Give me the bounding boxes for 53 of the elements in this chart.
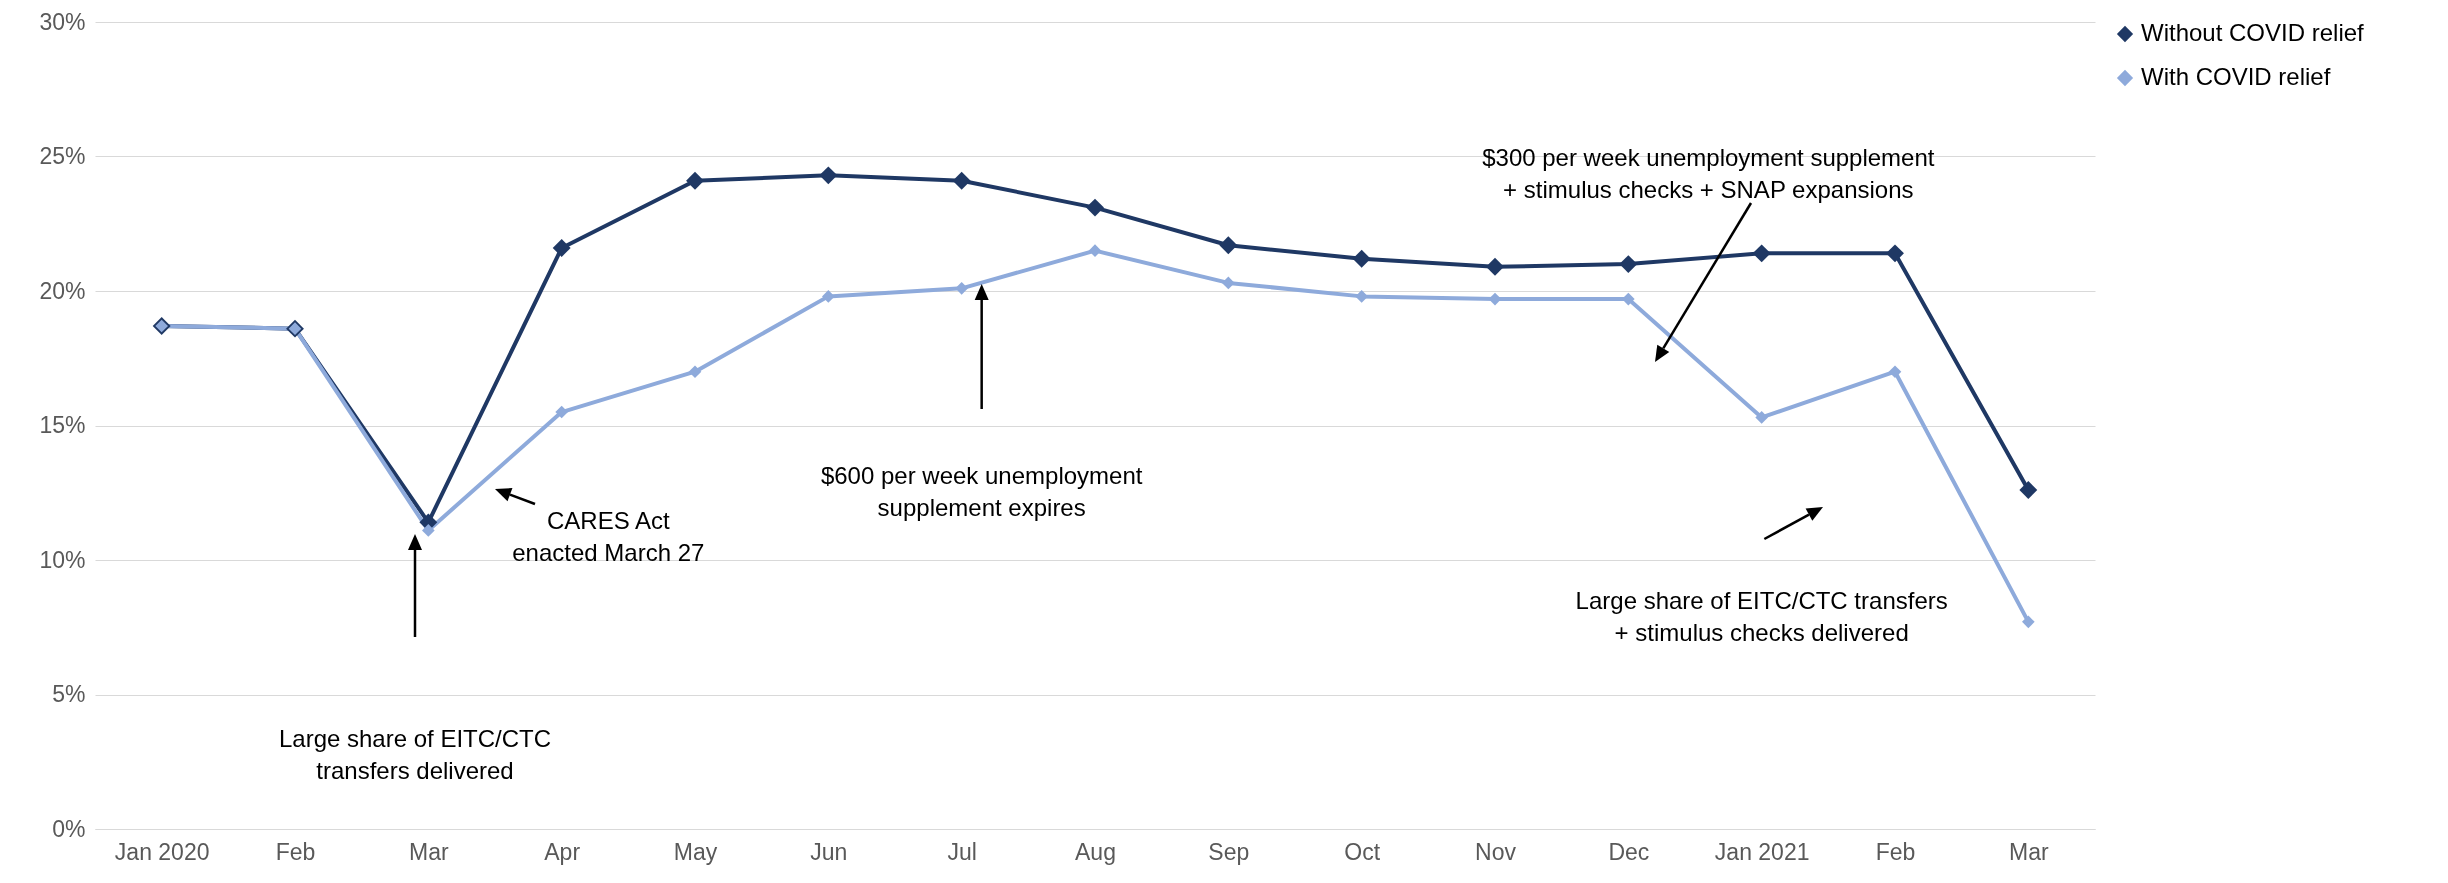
y-tick-label: 0% xyxy=(52,815,86,842)
x-tick-label: Mar xyxy=(409,838,449,865)
point xyxy=(2019,481,2038,499)
y-tick-label: 15% xyxy=(39,412,86,438)
x-tick-label: Aug xyxy=(1075,838,1116,865)
point xyxy=(1886,244,1904,263)
x-tick-label: Dec xyxy=(1608,838,1650,865)
x-tick-label: Feb xyxy=(275,838,316,865)
point xyxy=(552,239,571,257)
x-tick-label: Apr xyxy=(544,838,581,865)
point xyxy=(422,524,435,537)
x-tick-label: Mar xyxy=(2009,838,2049,865)
point xyxy=(1086,198,1104,217)
point xyxy=(1755,411,1768,424)
point xyxy=(1222,276,1235,290)
point xyxy=(1355,290,1368,303)
point xyxy=(1752,244,1771,263)
point xyxy=(1619,255,1638,274)
point xyxy=(1486,257,1504,276)
y-tick-label: 20% xyxy=(39,277,86,304)
point xyxy=(1622,292,1635,306)
y-tick-label: 30% xyxy=(39,8,86,35)
x-tick-label: Nov xyxy=(1475,838,1517,865)
point xyxy=(952,171,971,190)
x-tick-label: Sep xyxy=(1208,838,1250,865)
annotation: Large share of EITC/CTC transfers delivered xyxy=(278,725,552,784)
point xyxy=(686,171,704,190)
x-tick-label: May xyxy=(673,838,718,865)
point xyxy=(1888,365,1902,379)
x-tick-label: Jan 2020 xyxy=(114,838,210,865)
x-tick-label: Oct xyxy=(1344,838,1381,865)
annotation: $300 per week unemployment supplement + stimulus checks + SNAP expansions xyxy=(1482,144,1935,203)
point xyxy=(688,365,702,379)
x-tick-label: Jan 2021 xyxy=(1714,838,1810,865)
point xyxy=(1352,249,1371,268)
point xyxy=(819,166,838,185)
x-tick-label: Jul xyxy=(947,838,977,865)
point xyxy=(555,405,568,419)
y-tick-label: 5% xyxy=(52,681,86,707)
annotation: $600 per week unemployment supplement expires xyxy=(820,462,1143,521)
annotation: CARES Act enacted March 27 xyxy=(512,507,705,566)
point xyxy=(1488,292,1502,306)
y-tick-label: 25% xyxy=(39,143,86,169)
y-tick-label: 10% xyxy=(39,546,86,573)
x-tick-label: Jun xyxy=(810,838,848,865)
point xyxy=(1219,236,1238,255)
point xyxy=(2022,615,2035,629)
point xyxy=(955,281,968,295)
annotation: Large share of EITC/CTC transfers + stimulus checks delivered xyxy=(1575,587,1948,646)
legend-label: Without COVID relief xyxy=(2141,19,2365,46)
point xyxy=(1088,244,1102,257)
legend-label: With COVID relief xyxy=(2141,63,2331,90)
x-tick-label: Feb xyxy=(1875,838,1916,865)
